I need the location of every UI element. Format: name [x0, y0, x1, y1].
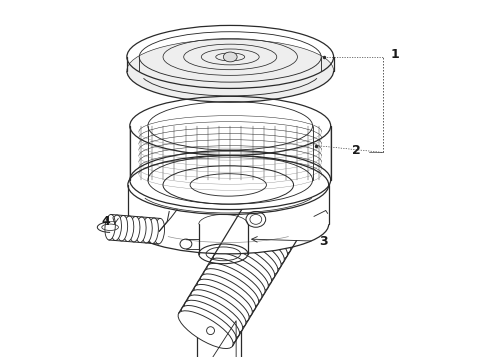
- Ellipse shape: [188, 295, 243, 333]
- Ellipse shape: [223, 237, 278, 275]
- Ellipse shape: [191, 290, 246, 328]
- Ellipse shape: [242, 206, 297, 243]
- Ellipse shape: [226, 232, 281, 270]
- Ellipse shape: [200, 274, 256, 312]
- Ellipse shape: [136, 217, 146, 243]
- Text: 2: 2: [352, 144, 361, 157]
- Ellipse shape: [105, 215, 115, 240]
- Ellipse shape: [128, 156, 329, 215]
- Ellipse shape: [127, 26, 334, 89]
- Ellipse shape: [217, 248, 271, 285]
- Ellipse shape: [210, 258, 265, 296]
- Ellipse shape: [223, 52, 237, 62]
- Text: 4: 4: [101, 215, 110, 228]
- Ellipse shape: [127, 39, 334, 102]
- Ellipse shape: [220, 242, 275, 280]
- Ellipse shape: [229, 226, 284, 264]
- Ellipse shape: [130, 96, 331, 156]
- Ellipse shape: [142, 217, 152, 243]
- Bar: [197, 306, 241, 360]
- Ellipse shape: [194, 284, 249, 322]
- Ellipse shape: [213, 253, 269, 291]
- Ellipse shape: [117, 216, 127, 241]
- Ellipse shape: [181, 306, 236, 343]
- Ellipse shape: [111, 215, 122, 240]
- Ellipse shape: [204, 269, 259, 306]
- Ellipse shape: [128, 195, 329, 254]
- Ellipse shape: [197, 279, 252, 317]
- Ellipse shape: [123, 216, 134, 242]
- Ellipse shape: [129, 216, 140, 242]
- Ellipse shape: [148, 218, 158, 243]
- Ellipse shape: [178, 311, 233, 348]
- Ellipse shape: [185, 300, 240, 338]
- Ellipse shape: [207, 264, 262, 301]
- Ellipse shape: [232, 221, 288, 259]
- Ellipse shape: [239, 211, 294, 248]
- Ellipse shape: [236, 216, 291, 254]
- Text: 3: 3: [319, 235, 327, 248]
- Text: 1: 1: [391, 49, 399, 62]
- Ellipse shape: [154, 219, 165, 244]
- Ellipse shape: [130, 150, 331, 210]
